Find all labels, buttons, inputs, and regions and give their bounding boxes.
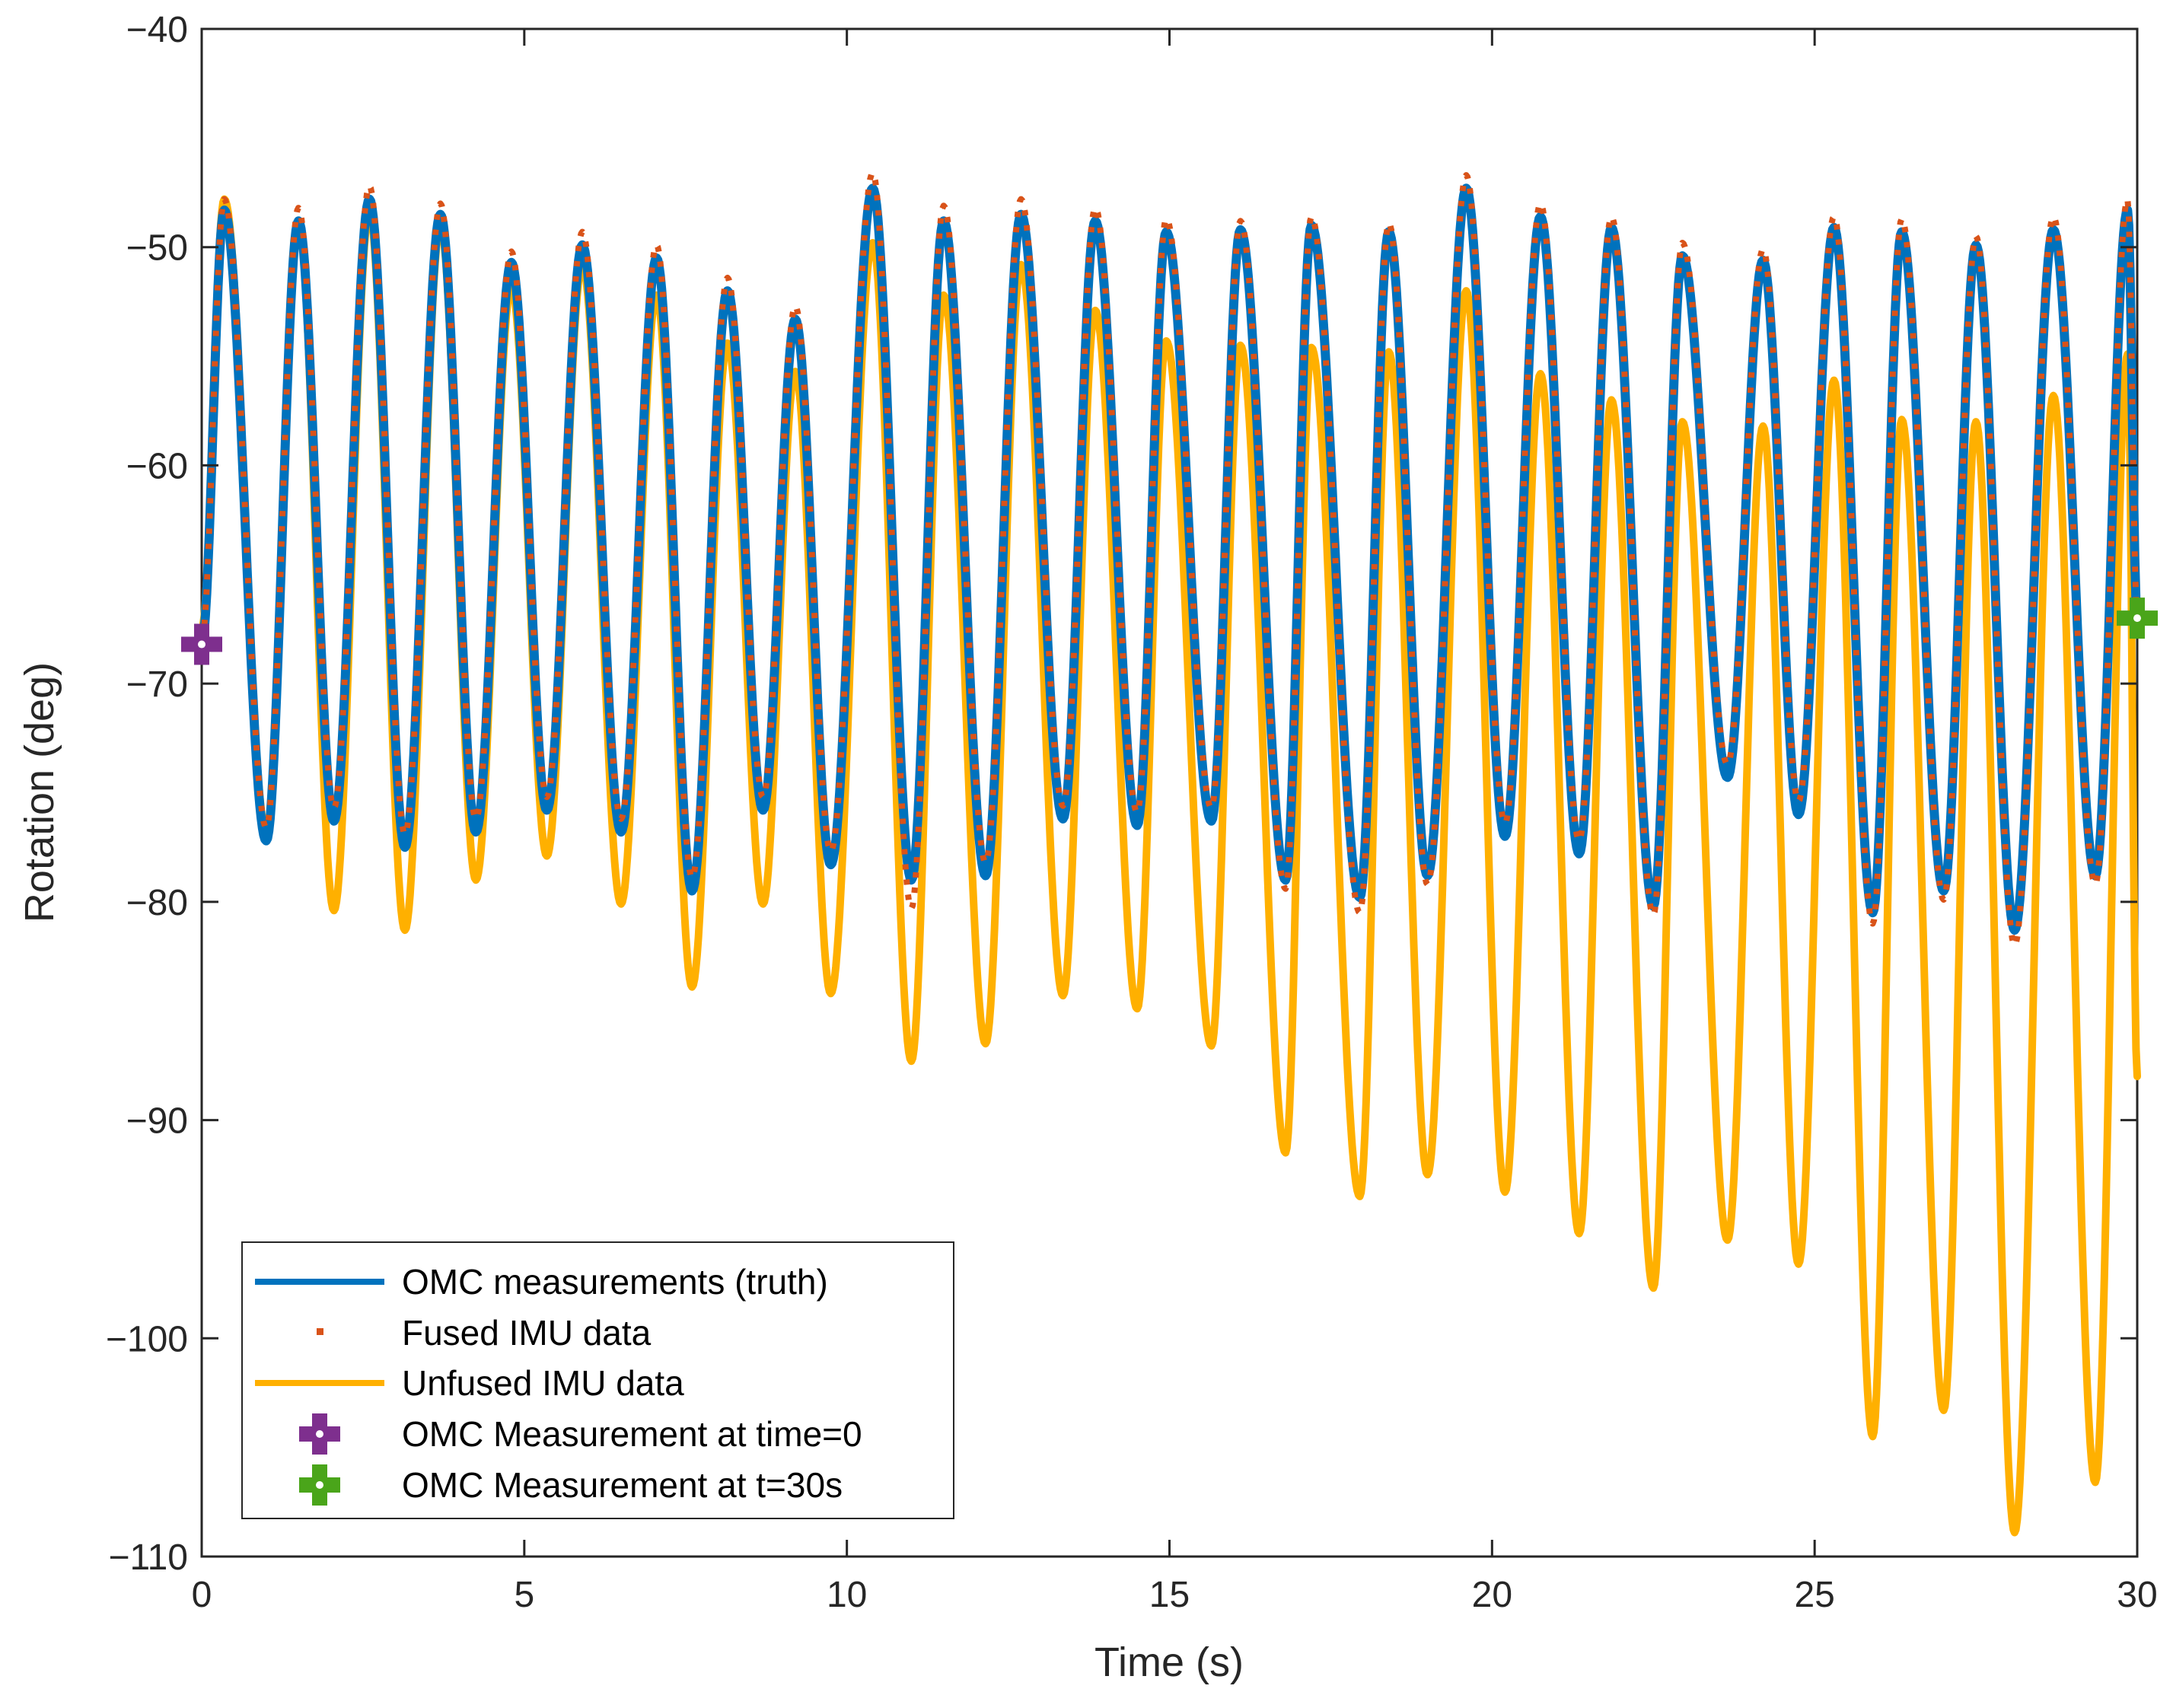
y-tick-label: −70 bbox=[126, 664, 188, 705]
y-tick-label: −110 bbox=[108, 1538, 188, 1578]
legend-swatch-fused bbox=[317, 1328, 323, 1335]
x-tick-label: 30 bbox=[2117, 1575, 2157, 1615]
legend-label-time0: OMC Measurement at time=0 bbox=[402, 1414, 862, 1454]
x-tick-label: 10 bbox=[827, 1575, 867, 1615]
legend-label-t30: OMC Measurement at t=30s bbox=[402, 1465, 843, 1505]
marker-center bbox=[2133, 614, 2141, 623]
series-line-fused-imu-data bbox=[199, 170, 2140, 949]
y-tick-label: −40 bbox=[126, 10, 188, 50]
legend-label-unfused: Unfused IMU data bbox=[402, 1363, 684, 1403]
legend-marker-time0 bbox=[299, 1413, 340, 1455]
x-tick-label: 15 bbox=[1149, 1575, 1190, 1615]
y-tick-label: −90 bbox=[126, 1101, 188, 1142]
tick-layer: 0 5 10 15 20 25 30 −110 −100 −90 −80 −70 −60 −50 −40 bbox=[106, 10, 2158, 1615]
measurement-marker-1 bbox=[2117, 597, 2158, 639]
y-tick-label: −50 bbox=[126, 228, 188, 269]
y-tick-label: −60 bbox=[126, 446, 188, 486]
measurement-marker-0 bbox=[181, 623, 222, 665]
x-axis-label: Time (s) bbox=[1094, 1639, 1244, 1685]
marker-center bbox=[198, 640, 206, 648]
series-layer bbox=[197, 170, 2142, 1537]
x-tick-label: 25 bbox=[1794, 1575, 1834, 1615]
marker-layer bbox=[181, 597, 2158, 665]
y-axis-label: Rotation (deg) bbox=[17, 662, 62, 923]
y-tick-label: −80 bbox=[126, 883, 188, 923]
y-tick-label: −100 bbox=[106, 1319, 188, 1359]
legend-label-fused: Fused IMU data bbox=[402, 1313, 652, 1353]
legend-marker-t30 bbox=[299, 1464, 340, 1506]
legend: OMC measurements (truth) Fused IMU data … bbox=[241, 1241, 954, 1519]
x-tick-label: 5 bbox=[514, 1575, 534, 1615]
legend-label-omc: OMC measurements (truth) bbox=[402, 1262, 828, 1302]
x-tick-label: 20 bbox=[1472, 1575, 1512, 1615]
x-tick-label: 0 bbox=[192, 1575, 212, 1615]
